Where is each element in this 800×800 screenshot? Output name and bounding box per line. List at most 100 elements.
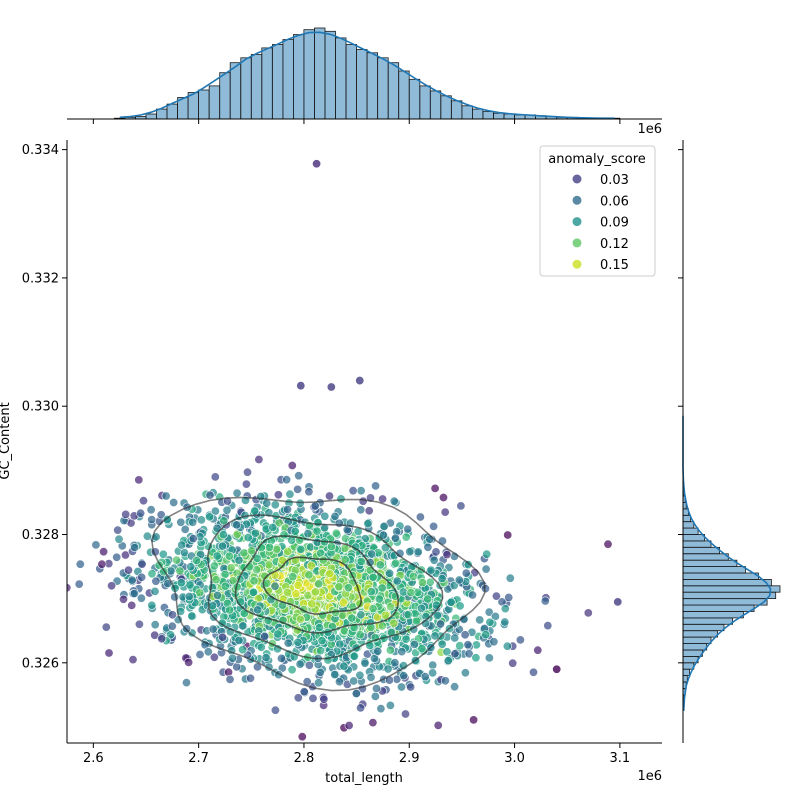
scatter-point <box>423 542 433 552</box>
scatter-point <box>330 511 340 521</box>
top-histogram-bar <box>493 112 505 120</box>
legend-entries: 0.03 0.06 0.09 0.12 0.15 <box>572 173 629 273</box>
scatter-point <box>460 668 470 678</box>
scatter-point <box>232 488 242 498</box>
scatter-point <box>405 547 415 557</box>
scatter-point <box>429 555 439 565</box>
scatter-point <box>256 642 266 652</box>
scatter-point <box>454 575 464 585</box>
scatter-point <box>130 542 140 552</box>
scatter-point <box>273 629 283 639</box>
top-offset-label: 1e6 <box>637 122 662 137</box>
main-scatter-plot: 2.6 2.7 2.8 2.9 3.0 3.1 0.3260.3280.3300.3320… <box>0 140 662 786</box>
scatter-point <box>484 653 494 663</box>
scatter-point <box>533 645 543 655</box>
legend-entry-label: 0.06 <box>600 194 629 209</box>
scatter-point <box>196 515 206 525</box>
scatter-point <box>338 598 348 608</box>
scatter-point-outlier <box>312 159 322 169</box>
y-axis-label: GC_Content <box>0 402 13 479</box>
scatter-point <box>287 665 297 675</box>
right-histogram-bar <box>682 534 706 542</box>
scatter-point <box>273 490 283 500</box>
scatter-point <box>403 524 413 534</box>
scatter-point <box>170 592 180 602</box>
scatter-point <box>403 610 413 620</box>
scatter-point <box>356 610 366 620</box>
scatter-point <box>283 546 293 556</box>
scatter-point <box>238 621 248 631</box>
scatter-point <box>416 603 426 613</box>
scatter-points <box>67 159 623 742</box>
legend-entry-label: 0.09 <box>600 216 629 231</box>
legend-entry-label: 0.03 <box>600 173 629 188</box>
scatter-point <box>505 573 515 583</box>
scatter-point <box>290 526 300 536</box>
top-histogram-bar <box>366 52 379 120</box>
right-histogram-bar <box>682 546 720 555</box>
scatter-point <box>113 525 123 535</box>
scatter-point <box>543 621 553 631</box>
right-histogram-bar <box>682 559 738 568</box>
scatter-point <box>389 618 399 628</box>
top-histogram-bar <box>482 111 494 120</box>
top-histogram-bar <box>408 78 421 120</box>
legend-marker <box>572 238 582 248</box>
scatter-point <box>430 631 440 641</box>
scatter-point <box>314 623 324 633</box>
scatter-point <box>386 602 396 612</box>
y-axis-ticks: 0.326 0.328 0.330 0.332 0.334 <box>22 143 67 671</box>
scatter-point <box>248 587 258 597</box>
scatter-point <box>180 524 190 534</box>
scatter-point <box>250 528 260 538</box>
x-offset-label: 1e6 <box>637 769 662 784</box>
legend-marker <box>572 195 582 205</box>
scatter-point <box>428 660 438 670</box>
scatter-point <box>185 580 195 590</box>
scatter-point <box>136 508 146 518</box>
top-histogram-bar <box>156 108 168 120</box>
scatter-point <box>195 649 205 659</box>
scatter-point <box>389 496 399 506</box>
y-tick-label: 0.334 <box>22 143 59 158</box>
scatter-point <box>147 515 157 525</box>
scatter-point <box>463 640 473 650</box>
scatter-point <box>401 532 411 542</box>
scatter-point <box>203 647 213 657</box>
scatter-point <box>168 610 178 620</box>
scatter-point <box>318 610 328 620</box>
scatter-point <box>184 591 194 601</box>
scatter-point <box>500 617 510 627</box>
scatter-point <box>188 534 198 544</box>
scatter-point <box>455 641 465 651</box>
top-histogram-bar <box>250 54 263 120</box>
scatter-point <box>282 587 292 597</box>
right-histogram-bar <box>682 540 712 548</box>
scatter-point <box>303 529 313 539</box>
scatter-point <box>307 599 317 609</box>
scatter-point <box>234 555 244 565</box>
scatter-point <box>128 655 138 665</box>
scatter-point <box>228 653 238 663</box>
scatter-point <box>313 518 323 528</box>
scatter-point <box>481 630 491 640</box>
scatter-point <box>142 531 152 541</box>
x-tick-label: 3.1 <box>610 751 631 766</box>
scatter-point <box>368 572 378 582</box>
scatter-point <box>293 693 303 703</box>
x-tick-label: 3.0 <box>504 751 525 766</box>
scatter-point <box>438 492 448 502</box>
scatter-point <box>285 489 295 499</box>
right-histogram-bar <box>682 514 691 523</box>
scatter-point <box>481 564 491 574</box>
scatter-point <box>119 594 129 604</box>
scatter-point <box>360 658 370 668</box>
scatter-point <box>356 505 366 515</box>
top-histogram-bar <box>387 62 400 120</box>
scatter-point <box>167 621 177 631</box>
scatter-point <box>175 566 185 576</box>
scatter-point <box>150 620 160 630</box>
scatter-point <box>508 658 518 668</box>
scatter-point <box>423 594 433 604</box>
top-histogram-bar <box>208 85 221 120</box>
